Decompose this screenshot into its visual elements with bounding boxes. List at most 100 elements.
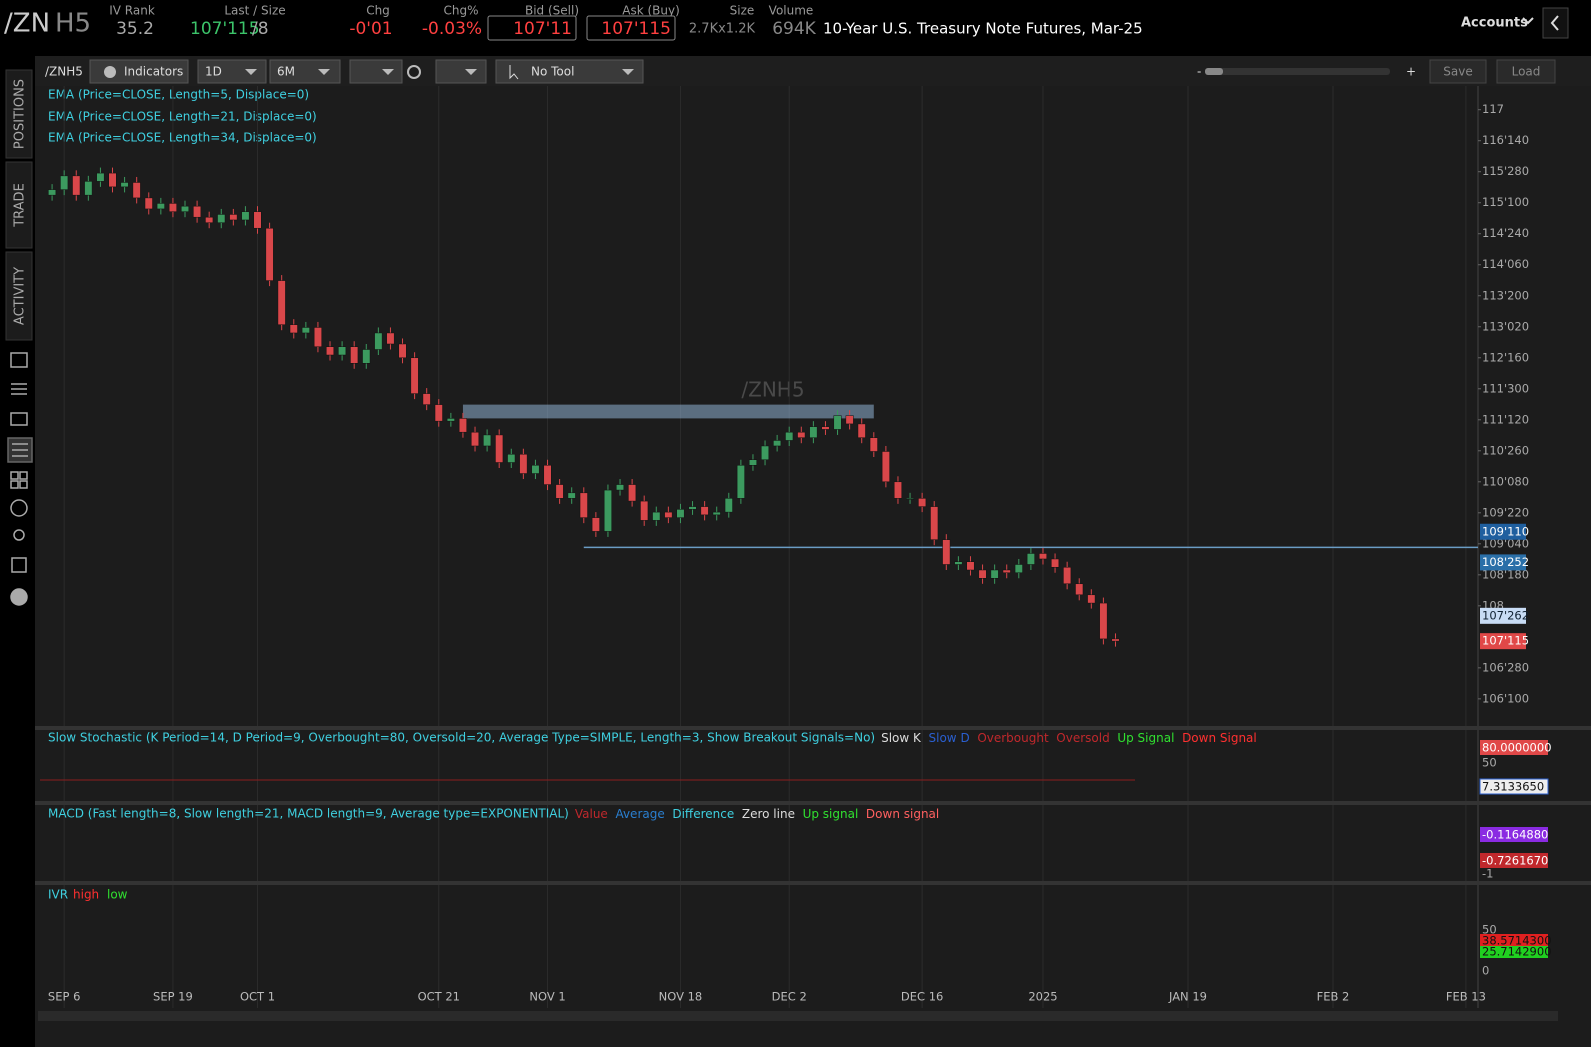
bid-box[interactable] xyxy=(487,15,577,41)
icon[interactable] xyxy=(10,588,28,606)
icon[interactable] xyxy=(10,480,19,489)
dropdown-label[interactable]: No Tool xyxy=(531,65,574,79)
candle-body xyxy=(1087,594,1096,604)
button[interactable] xyxy=(89,59,189,84)
candle-body xyxy=(313,327,322,347)
scrollbar[interactable] xyxy=(38,1011,1558,1021)
candle-body xyxy=(374,332,383,350)
button[interactable] xyxy=(1429,59,1487,84)
zoom-track[interactable] xyxy=(1205,68,1390,75)
y-tick-label: 113'020 xyxy=(1482,319,1529,333)
zoom-in[interactable]: + xyxy=(1406,65,1416,79)
drawing-set[interactable] xyxy=(435,59,487,84)
tab-label[interactable]: TRADE xyxy=(13,183,28,228)
dropdown-label[interactable]: 1D xyxy=(205,65,222,79)
candle-body xyxy=(301,327,310,334)
candle-body xyxy=(193,205,202,218)
tab-label[interactable]: POSITIONS xyxy=(13,79,28,149)
value[interactable]: 107'115 xyxy=(601,19,671,39)
settings[interactable] xyxy=(407,65,421,79)
candle-body xyxy=(362,349,371,364)
candle-body xyxy=(156,203,165,210)
icon[interactable] xyxy=(11,557,27,573)
y-tick-label: 115'100 xyxy=(1482,195,1529,209)
candle-body xyxy=(120,182,129,188)
marker-bg xyxy=(1480,934,1548,948)
label: Ask (Buy) xyxy=(622,4,680,18)
value: 2.7Kx1.2K xyxy=(689,22,756,37)
x-tick-label: 2025 xyxy=(1028,990,1057,1004)
chart-style[interactable] xyxy=(349,59,403,84)
ask-box[interactable] xyxy=(586,15,676,41)
panel-title: MACD (Fast length=8, Slow length=21, MAC… xyxy=(48,807,569,821)
caret xyxy=(465,69,477,75)
icon[interactable] xyxy=(19,471,28,480)
marker-bg xyxy=(1480,853,1548,868)
x-tick-label: DEC 16 xyxy=(901,990,943,1004)
legend-item: high xyxy=(73,888,99,902)
candle-body xyxy=(326,346,335,356)
axis-label: 50 xyxy=(1482,756,1497,770)
icon[interactable] xyxy=(10,412,28,426)
candle-body xyxy=(567,492,576,499)
icon[interactable] xyxy=(11,383,27,395)
candle-body xyxy=(398,343,407,359)
y-tick-label: 115'280 xyxy=(1482,164,1529,178)
button-label[interactable]: Save xyxy=(1443,65,1472,79)
icon[interactable] xyxy=(10,471,19,480)
symbol: /ZN xyxy=(4,9,50,39)
price-marker: 107'262 xyxy=(1482,608,1529,622)
panel-title: Slow Stochastic (K Period=14, D Period=9… xyxy=(48,731,875,745)
icon[interactable] xyxy=(13,529,25,541)
icon[interactable] xyxy=(12,443,28,457)
candle-body xyxy=(918,498,927,507)
candle-body xyxy=(338,346,347,356)
candle-body xyxy=(217,214,226,223)
zoom-out[interactable]: - xyxy=(1197,65,1201,79)
button[interactable] xyxy=(1496,59,1556,84)
candle-body xyxy=(72,175,81,196)
tab[interactable] xyxy=(5,69,33,159)
marker-bg xyxy=(1480,827,1548,842)
dropdown-label[interactable]: 6M xyxy=(277,65,295,79)
label: Volume xyxy=(769,4,814,18)
y-tick-label: 106'100 xyxy=(1482,691,1529,705)
candle-body xyxy=(797,431,806,438)
tab[interactable] xyxy=(5,251,33,341)
candle-body xyxy=(857,423,866,438)
value: -0'01 xyxy=(349,19,392,39)
tab-label[interactable]: ACTIVITY xyxy=(13,267,28,325)
button-label[interactable]: Load xyxy=(1512,65,1541,79)
icon[interactable] xyxy=(19,480,28,489)
candle-body xyxy=(1038,553,1047,560)
y-tick-label: 111'120 xyxy=(1482,412,1529,426)
dropdown[interactable] xyxy=(197,59,267,84)
value[interactable]: 107'11 xyxy=(513,19,572,39)
icon[interactable] xyxy=(10,352,28,368)
x-tick-label: OCT 21 xyxy=(418,990,460,1004)
marker: 7.3133650 xyxy=(1482,780,1544,794)
candle-body xyxy=(410,357,419,394)
dropdown[interactable] xyxy=(495,59,644,84)
study-label: EMA (Price=CLOSE, Length=21, Displace=0) xyxy=(48,110,317,124)
candle-body xyxy=(144,197,153,210)
icon[interactable] xyxy=(10,499,28,517)
zoom-thumb[interactable] xyxy=(1205,68,1223,75)
button-label[interactable]: Indicators xyxy=(124,65,183,79)
legend-item: Average xyxy=(615,807,672,821)
collapse-button[interactable] xyxy=(1542,7,1569,39)
dropdown[interactable] xyxy=(269,59,341,84)
divider xyxy=(35,801,1591,805)
candle-body xyxy=(84,181,93,196)
price-marker-bg xyxy=(1480,523,1526,540)
study-label: EMA (Price=CLOSE, Length=34, Displace=0) xyxy=(48,131,317,145)
price-zone xyxy=(462,404,874,419)
candle-body xyxy=(676,509,685,518)
accounts-menu[interactable]: Accounts xyxy=(1461,16,1528,31)
candle-body xyxy=(60,175,69,190)
candle-body xyxy=(265,227,274,281)
marker-bg xyxy=(1479,778,1549,795)
tab[interactable] xyxy=(5,161,33,249)
candle-body xyxy=(543,465,552,485)
candle-body xyxy=(736,465,745,499)
